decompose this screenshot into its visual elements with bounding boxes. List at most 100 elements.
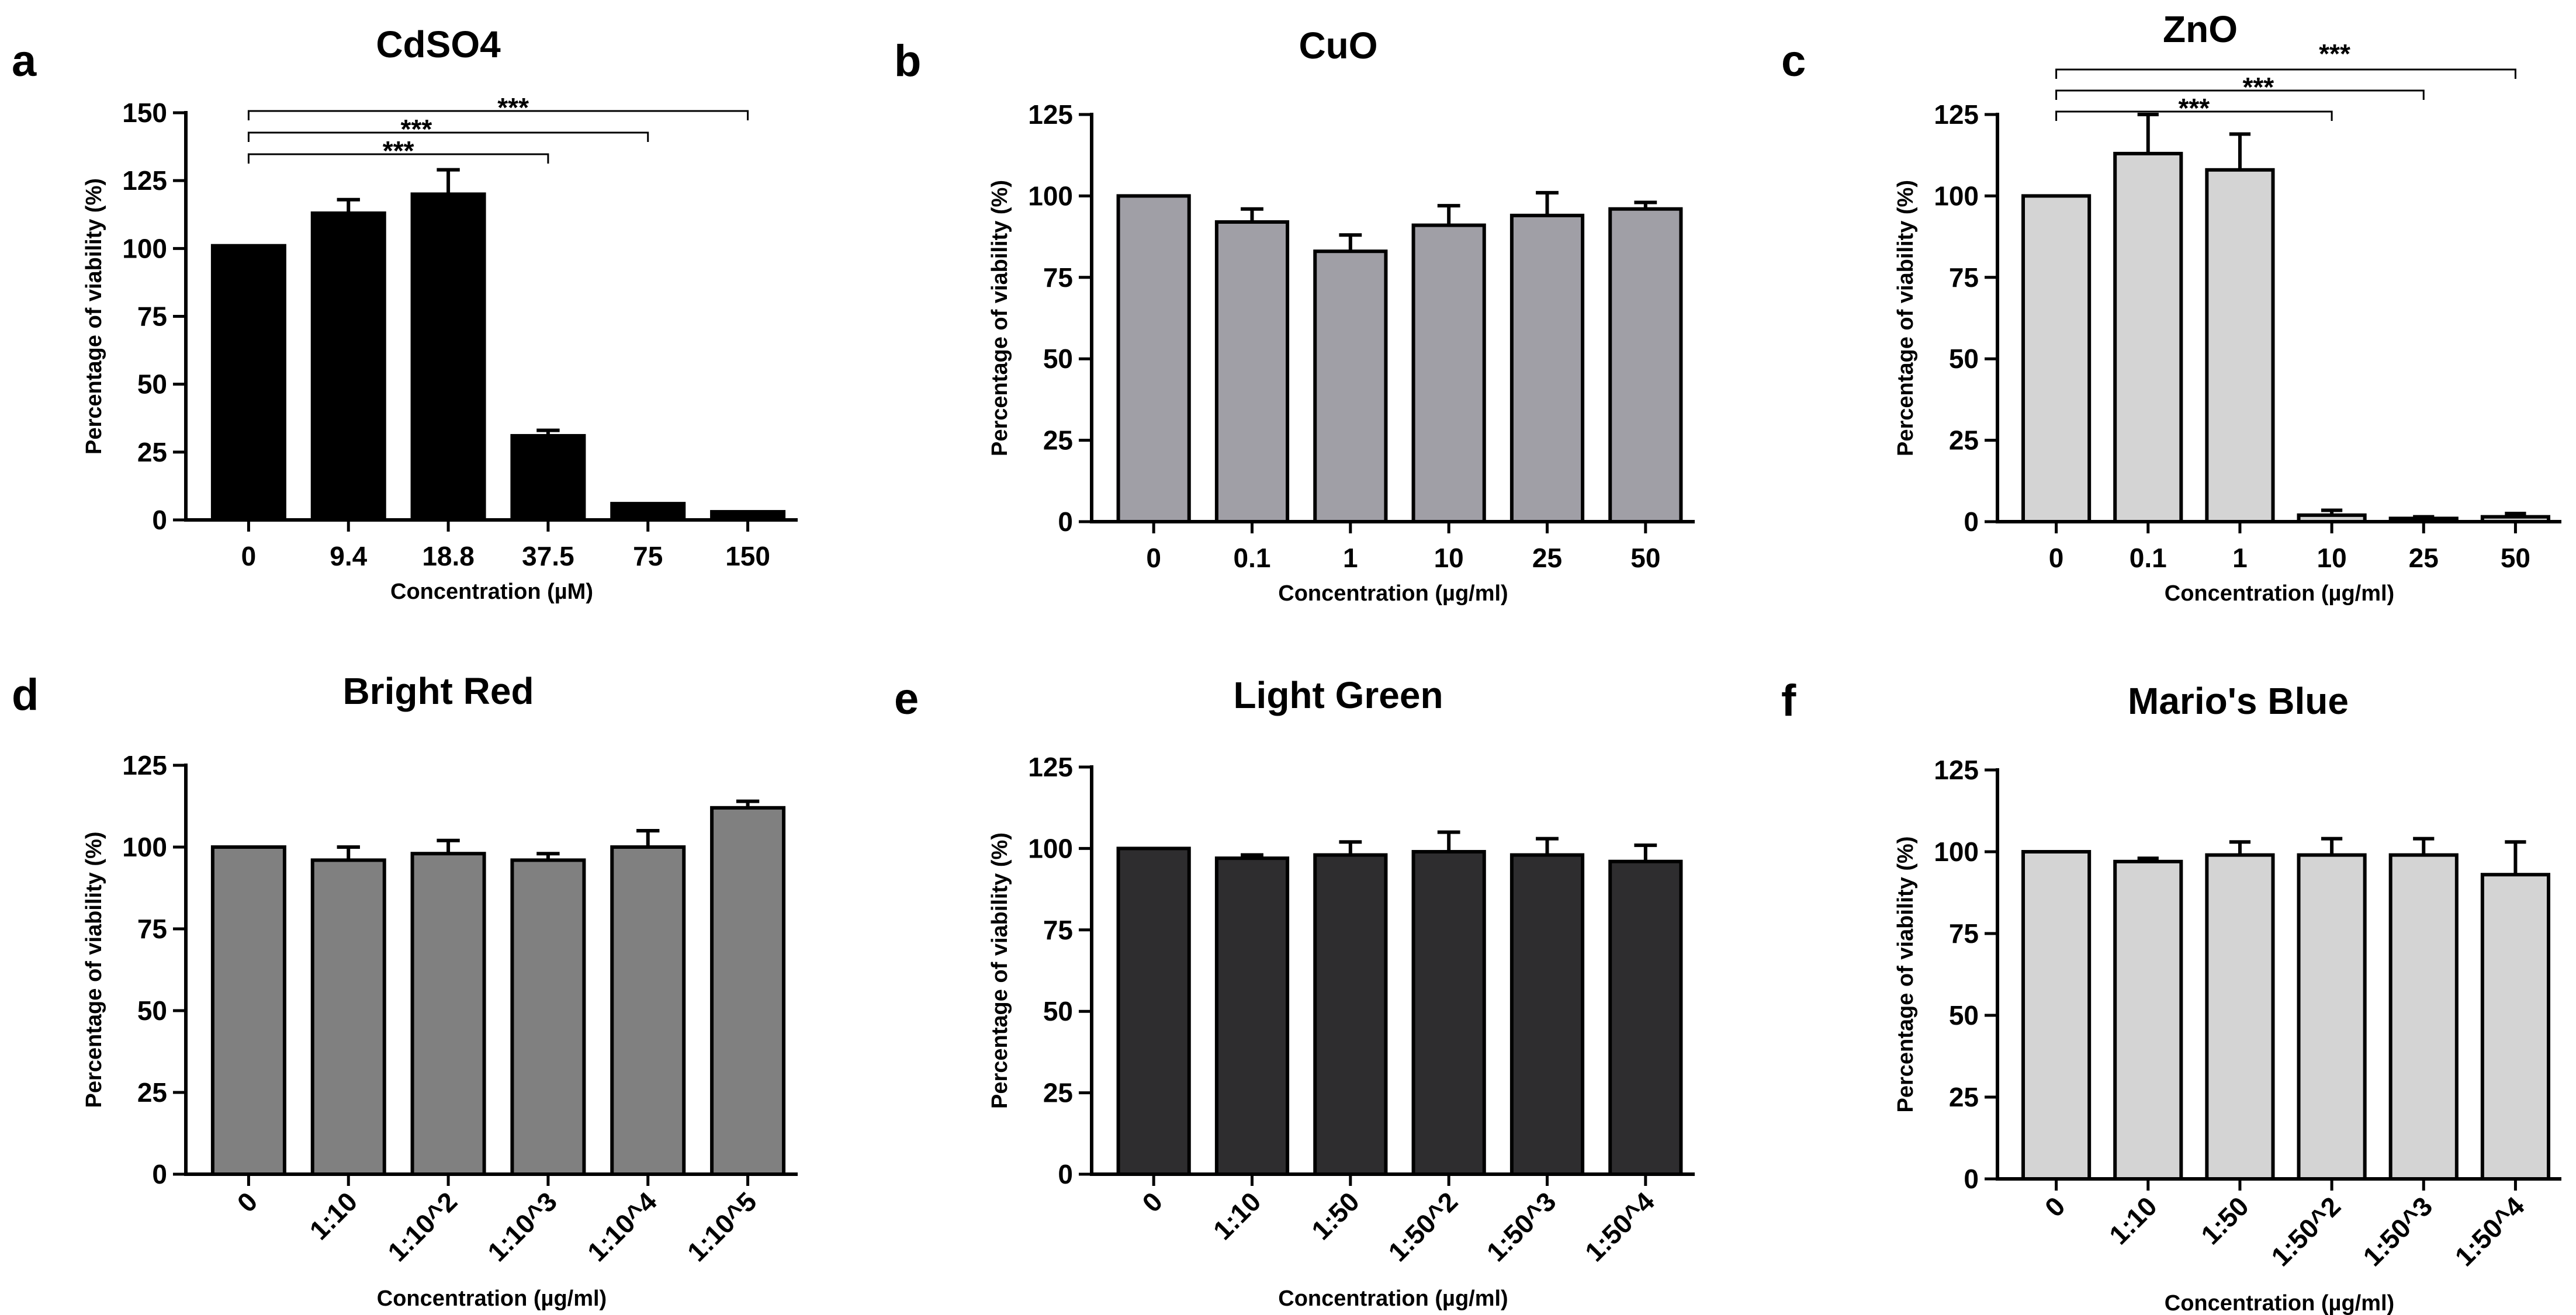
x-tick-label: 25 [1532, 543, 1562, 573]
bar [1509, 853, 1585, 1176]
y-tick-label: 125 [1028, 99, 1073, 130]
x-tick-label: 1:50^2 [1382, 1186, 1463, 1267]
significance-bracket [2055, 68, 2516, 79]
bar [1608, 207, 1683, 524]
x-tick-label: 1:10 [303, 1186, 363, 1245]
x-tick-label: 0 [241, 541, 257, 571]
x-tick-label: 0 [1146, 543, 1161, 573]
bar [2388, 853, 2459, 1181]
bar [510, 433, 586, 522]
x-tick-label: 0 [2039, 1191, 2071, 1223]
bar [2021, 850, 2092, 1181]
y-tick-label: 50 [1043, 996, 1073, 1026]
significance-label: *** [2319, 39, 2350, 69]
x-tick-label: 1:10 [1207, 1186, 1267, 1245]
chart-panel-e: e Light Green 0 25 50 75 100 125 0 1:10 1:50 1:50^2… [894, 674, 1695, 1311]
x-tick-label: 1:50^4 [1579, 1186, 1660, 1267]
y-axis-label: Percentage of viability (%) [1893, 180, 1918, 456]
y-tick-label: 100 [122, 233, 167, 263]
x-tick-label: 50 [1630, 543, 1660, 573]
significance-bracket [247, 131, 649, 142]
x-axis-label: Concentration (µg/ml) [1278, 1286, 1508, 1311]
y-tick-label: 50 [1949, 344, 1979, 374]
bar [2205, 853, 2275, 1181]
y-tick-label: 50 [137, 369, 167, 400]
x-tick-label: 1:50^2 [2265, 1191, 2346, 1272]
y-tick-label: 25 [137, 1077, 167, 1108]
bar [510, 858, 586, 1176]
y-axis-label: Percentage of viability (%) [82, 178, 106, 454]
x-tick-label: 18.8 [422, 541, 475, 571]
y-tick-label: 0 [152, 1159, 167, 1189]
chart-title: ZnO [2163, 8, 2238, 50]
x-tick-label: 1:10^3 [482, 1186, 563, 1267]
significance-label: *** [383, 136, 414, 166]
x-tick-label: 9.4 [330, 541, 367, 571]
x-tick-label: 10 [2317, 543, 2346, 573]
y-tick-label: 50 [1043, 344, 1073, 374]
bar [1411, 223, 1486, 523]
x-tick-label: 1:10^5 [681, 1186, 763, 1267]
bar [710, 510, 786, 522]
bar [610, 845, 686, 1176]
y-axis-label: Percentage of viability (%) [82, 831, 106, 1108]
significance-bracket [247, 110, 749, 120]
bar [2113, 859, 2183, 1181]
x-axis-label: Concentration (µM) [390, 580, 593, 604]
significance-bracket [2055, 110, 2333, 121]
panel-letter: e [894, 674, 919, 724]
y-tick-label: 25 [137, 437, 167, 467]
x-tick-label: 0.1 [1234, 543, 1271, 573]
x-axis-label: Concentration (µg/ml) [1278, 581, 1508, 606]
bar [1116, 194, 1191, 523]
x-tick-label: 1:50 [2195, 1191, 2255, 1250]
significance-bracket [247, 153, 549, 164]
y-tick-label: 25 [1043, 425, 1073, 456]
bar [2113, 151, 2183, 523]
x-tick-label: 1:50^3 [1481, 1186, 1562, 1267]
chart-title: CdSO4 [376, 23, 501, 65]
y-tick-label: 100 [1934, 181, 1979, 211]
y-tick-label: 0 [152, 505, 167, 535]
chart-title: CuO [1299, 25, 1377, 67]
bar [1214, 220, 1290, 523]
x-axis-label: Concentration (µg/ml) [2165, 1291, 2394, 1315]
bar [310, 211, 386, 522]
y-tick-label: 25 [1949, 425, 1979, 456]
x-tick-label: 1 [1343, 543, 1358, 573]
bar [210, 845, 286, 1176]
y-tick-label: 125 [1028, 752, 1073, 782]
bar [1116, 846, 1191, 1176]
panel-letter: c [1781, 36, 1806, 86]
bar [2205, 168, 2275, 523]
chart-title: Light Green [1233, 674, 1443, 716]
y-tick-label: 75 [1949, 918, 1979, 949]
y-tick-label: 75 [1949, 262, 1979, 293]
panel-letter: f [1781, 676, 1796, 726]
bar [410, 852, 486, 1176]
bar [310, 858, 386, 1176]
x-axis-label: Concentration (µg/ml) [2165, 581, 2394, 606]
bar [1313, 249, 1388, 523]
panel-letter: d [12, 670, 39, 720]
x-tick-label: 1:50 [1306, 1186, 1365, 1245]
x-tick-label: 25 [2409, 543, 2439, 573]
x-tick-label: 0.1 [2130, 543, 2167, 573]
bar [1214, 856, 1290, 1177]
x-tick-label: 1:10^4 [581, 1186, 663, 1267]
y-tick-label: 125 [1934, 755, 1979, 785]
bar [2297, 513, 2367, 524]
y-tick-label: 0 [1058, 1159, 1073, 1189]
bar [1608, 859, 1683, 1176]
bar [1509, 213, 1585, 523]
y-tick-label: 125 [1934, 99, 1979, 130]
bar [2388, 516, 2459, 524]
chart-title: Bright Red [342, 670, 534, 712]
chart-panel-b: b CuO 0 25 50 75 100 125 0 0.1 1 10 25 50 Concentratio… [894, 25, 1695, 606]
significance-label: *** [401, 114, 432, 144]
x-tick-label: 0 [1136, 1186, 1168, 1218]
significance-label: *** [2242, 72, 2274, 102]
panel-letter: a [12, 36, 37, 86]
